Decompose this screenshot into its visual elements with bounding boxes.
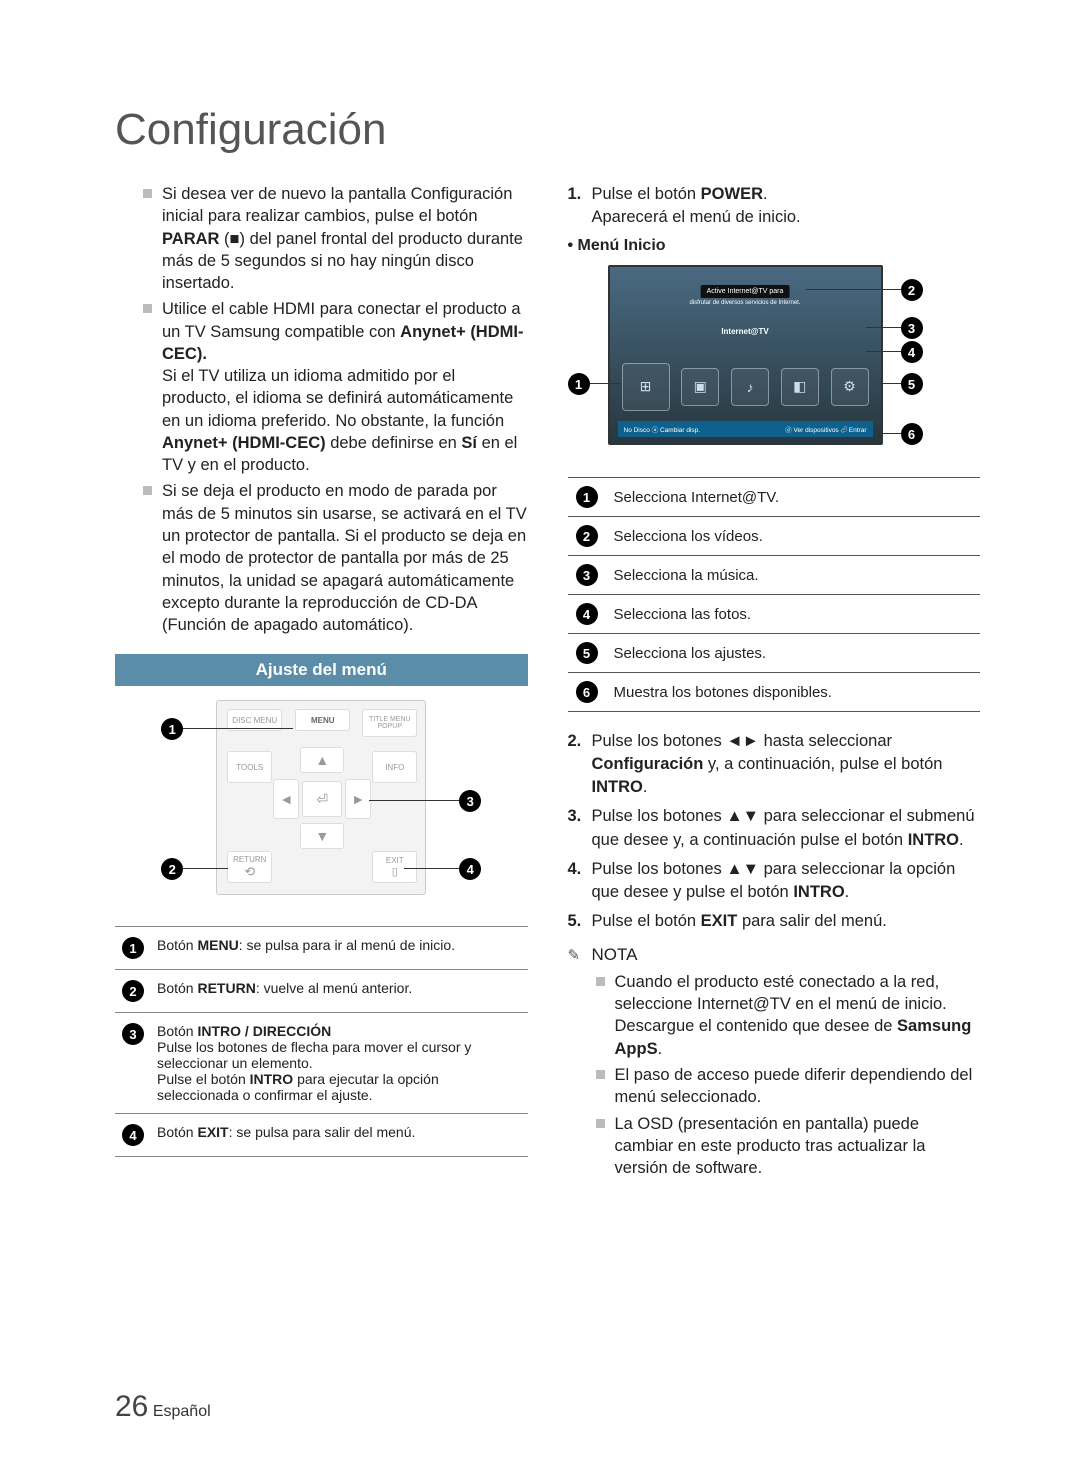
- table-row: 1Botón MENU: se pulsa para ir al menú de…: [115, 927, 528, 970]
- tv-icon-music: ♪: [731, 368, 769, 406]
- bullet-item: La OSD (presentación en pantalla) puede …: [568, 1113, 981, 1180]
- page-footer: 26 Español: [115, 1390, 211, 1424]
- bullet-item: Si se deja el producto en modo de parada…: [115, 480, 528, 636]
- table-row: 2Botón RETURN: vuelve al menú anterior.: [115, 970, 528, 1013]
- menu-btn: MENU: [295, 709, 350, 731]
- tv-bottom-right: ⓓ Ver dispositivos ⏎ Entrar: [785, 424, 866, 434]
- exit-btn: EXIT▯: [372, 851, 417, 883]
- tv-icon-video: ▣: [681, 368, 719, 406]
- tv-label: Internet@TV: [721, 327, 768, 336]
- dpad-enter: ⏎: [302, 781, 342, 817]
- tv-bottom-left: No Disco ⓐ Cambiar disp.: [624, 424, 701, 434]
- menu-inicio-label: • Menú Inicio: [568, 237, 981, 255]
- bullet-item: El paso de acceso puede diferir dependie…: [568, 1064, 981, 1109]
- bullet-item: Cuando el producto esté conectado a la r…: [568, 971, 981, 1060]
- table-row: 5Selecciona los ajustes.: [568, 634, 981, 673]
- callout-2: 2: [161, 858, 183, 880]
- dpad-down: ▼: [300, 823, 344, 849]
- steps-top: 1.Pulse el botón POWER.Aparecerá el menú…: [568, 183, 981, 229]
- info-btn: INFO: [372, 751, 417, 783]
- step-item: 1.Pulse el botón POWER.Aparecerá el menú…: [568, 183, 981, 229]
- nota-heading: NOTA: [568, 945, 981, 965]
- step-item: 2.Pulse los botones ◄► hasta seleccionar…: [568, 730, 981, 799]
- tv-callout-1: 1: [568, 373, 590, 395]
- title-menu-btn: TITLE MENUPOPUP: [362, 709, 417, 737]
- left-column: Si desea ver de nuevo la pantalla Config…: [115, 183, 528, 1183]
- right-column: 1.Pulse el botón POWER.Aparecerá el menú…: [568, 183, 981, 1183]
- tv-icon-photo: ◧: [781, 368, 819, 406]
- page-title: Configuración: [115, 105, 980, 155]
- note-icon: [568, 946, 586, 964]
- tv-callout-6: 6: [901, 423, 923, 445]
- table-row: 3Botón INTRO / DIRECCIÓNPulse los botone…: [115, 1013, 528, 1114]
- nota-bullets: Cuando el producto esté conectado a la r…: [568, 971, 981, 1179]
- two-column-layout: Si desea ver de nuevo la pantalla Config…: [115, 183, 980, 1183]
- bullet-item: Si desea ver de nuevo la pantalla Config…: [115, 183, 528, 294]
- table-row: 4Botón EXIT: se pulsa para salir del men…: [115, 1114, 528, 1157]
- tv-banner: Active Internet@TV para: [701, 285, 790, 298]
- tools-btn: TOOLS: [227, 751, 272, 783]
- tv-diagram: Active Internet@TV para disfrutar de div…: [568, 265, 923, 465]
- intro-bullets: Si desea ver de nuevo la pantalla Config…: [115, 183, 528, 636]
- table-row: 2Selecciona los vídeos.: [568, 517, 981, 556]
- callout-4: 4: [459, 858, 481, 880]
- tv-subbanner: disfrutar de diversos servicios de Inter…: [689, 300, 800, 306]
- tv-icon-settings: ⚙: [831, 368, 869, 406]
- return-btn: RETURN⟲: [227, 851, 272, 883]
- tv-callout-2: 2: [901, 279, 923, 301]
- dpad-left: ◄: [273, 779, 299, 819]
- callout-1: 1: [161, 718, 183, 740]
- table-row: 1Selecciona Internet@TV.: [568, 478, 981, 517]
- button-description-table: 1Botón MENU: se pulsa para ir al menú de…: [115, 926, 528, 1157]
- tv-callout-4: 4: [901, 341, 923, 363]
- table-row: 4Selecciona las fotos.: [568, 595, 981, 634]
- step-item: 3.Pulse los botones ▲▼ para seleccionar …: [568, 805, 981, 851]
- tv-callout-3: 3: [901, 317, 923, 339]
- tv-callout-5: 5: [901, 373, 923, 395]
- step-item: 5.Pulse el botón EXIT para salir del men…: [568, 910, 981, 933]
- dpad-up: ▲: [300, 747, 344, 773]
- step-item: 4.Pulse los botones ▲▼ para seleccionar …: [568, 858, 981, 904]
- remote-diagram: DISC MENU MENU TITLE MENUPOPUP TOOLS INF…: [161, 700, 481, 910]
- callout-3: 3: [459, 790, 481, 812]
- dpad-right: ►: [345, 779, 371, 819]
- table-row: 6Muestra los botones disponibles.: [568, 673, 981, 712]
- table-row: 3Selecciona la música.: [568, 556, 981, 595]
- bullet-item: Utilice el cable HDMI para conectar el p…: [115, 298, 528, 476]
- selection-table: 1Selecciona Internet@TV.2Selecciona los …: [568, 477, 981, 712]
- tv-icon-internet: ⊞: [622, 363, 670, 411]
- section-header-ajuste: Ajuste del menú: [115, 654, 528, 686]
- steps-bottom: 2.Pulse los botones ◄► hasta seleccionar…: [568, 730, 981, 933]
